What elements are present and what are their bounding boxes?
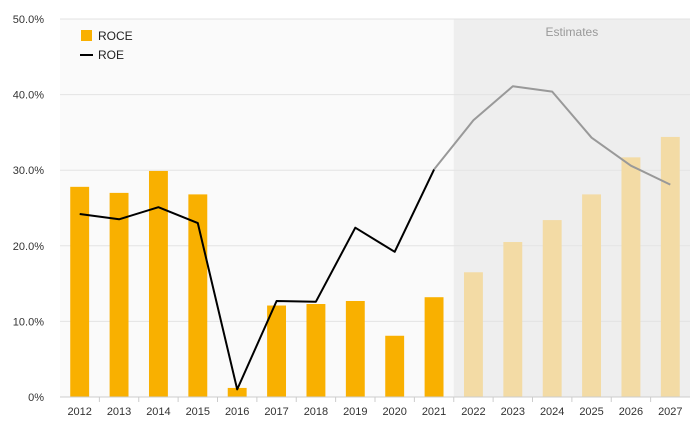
roce-bar — [424, 297, 444, 397]
y-axis: 0% 10.0% 20.0% 30.0% 40.0% 50.0% — [13, 14, 44, 404]
roce-bar — [463, 272, 483, 397]
y-tick-label: 30.0% — [13, 165, 44, 177]
x-tick-label: 2018 — [304, 406, 328, 418]
x-tick-label: 2020 — [382, 406, 406, 418]
y-tick-label: 0% — [28, 392, 44, 404]
x-axis: 2012 2013 2014 2015 2016 2017 2018 2019 2020 2021… — [60, 396, 690, 418]
roce-bar — [70, 186, 90, 397]
roce-bar — [148, 170, 168, 397]
x-tick-label: 2027 — [658, 406, 682, 418]
x-tick-label: 2015 — [186, 406, 210, 418]
legend-roce-swatch — [81, 30, 92, 41]
x-tick-label: 2025 — [579, 406, 603, 418]
roce-bar — [621, 157, 641, 397]
y-tick-label: 10.0% — [13, 316, 44, 328]
x-tick-label: 2013 — [107, 406, 131, 418]
x-tick-label: 2012 — [67, 406, 91, 418]
roce-bar — [542, 220, 562, 397]
roce-bar — [109, 192, 129, 397]
estimates-label: Estimates — [546, 25, 599, 39]
roce-bar — [267, 305, 287, 397]
y-tick-label: 20.0% — [13, 241, 44, 253]
x-tick-label: 2017 — [264, 406, 288, 418]
legend-roce-label: ROCE — [98, 29, 133, 43]
roe-line — [79, 85, 671, 391]
roce-bar — [582, 194, 602, 397]
x-tick-label: 2022 — [461, 406, 485, 418]
roce-bar — [385, 335, 405, 397]
estimates-region — [453, 19, 690, 397]
y-tick-label: 40.0% — [13, 90, 44, 102]
roe-line-estimate — [433, 85, 671, 186]
x-tick-label: 2023 — [501, 406, 525, 418]
x-tick-label: 2019 — [343, 406, 367, 418]
roce-bar — [503, 242, 523, 397]
x-tick-label: 2021 — [422, 406, 446, 418]
x-tick-label: 2016 — [225, 406, 249, 418]
x-tick-label: 2026 — [619, 406, 643, 418]
legend: ROCE ROE — [80, 29, 133, 62]
y-tick-label: 50.0% — [13, 14, 44, 26]
legend-roe-label: ROE — [98, 48, 124, 62]
roce-bar — [227, 387, 247, 397]
x-tick-label: 2014 — [146, 406, 170, 418]
roce-bar — [660, 136, 680, 397]
roce-bar — [345, 300, 365, 397]
roce-bar — [306, 304, 326, 397]
roe-line-actual — [79, 168, 436, 391]
x-tick-label: 2024 — [540, 406, 564, 418]
